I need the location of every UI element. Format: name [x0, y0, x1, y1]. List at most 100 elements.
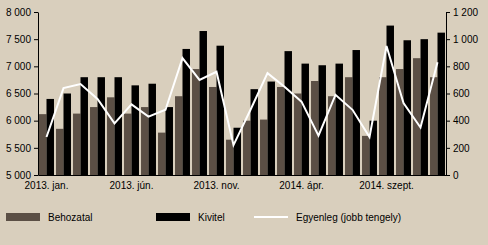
- marks: [39, 26, 445, 175]
- bar: [294, 94, 301, 176]
- legend-swatch: [6, 213, 40, 221]
- bar: [141, 107, 148, 175]
- x-axis: 2013. jan. 2013. jún. 2013. nov. 2014. ápr.…: [25, 175, 447, 191]
- bar: [438, 33, 445, 175]
- tick-mark: [34, 94, 38, 95]
- bar: [81, 77, 88, 175]
- bar: [124, 114, 131, 175]
- bar: [379, 77, 386, 175]
- bar: [98, 77, 105, 175]
- tick: 5 500: [6, 143, 38, 154]
- bar: [90, 107, 97, 175]
- axis-line: [38, 13, 39, 176]
- plot: 5 0005 5006 0006 5007 0007 5008 00002004…: [6, 7, 478, 191]
- tick-mark: [446, 121, 450, 122]
- y-axis: 5 0005 5006 0006 5007 0007 5008 000: [6, 7, 39, 181]
- tick-label: 6 500: [6, 88, 31, 99]
- tick: 200: [446, 143, 470, 154]
- bar: [132, 85, 139, 175]
- tick-mark: [34, 12, 38, 13]
- tick-label: 6 000: [6, 115, 31, 126]
- tick: 800: [446, 61, 470, 72]
- legend-item: Kivitel: [156, 212, 225, 223]
- bar: [56, 129, 63, 175]
- bar: [166, 107, 173, 175]
- tick: 2013. jan.: [25, 175, 69, 191]
- tick-label: 7 000: [6, 61, 31, 72]
- bar: [336, 64, 343, 175]
- axis-line: [39, 175, 447, 176]
- tick: 8 000: [6, 7, 38, 18]
- tick: 6 500: [6, 88, 38, 99]
- tick: 7 000: [6, 61, 38, 72]
- bar: [64, 94, 71, 176]
- tick: 1 200: [446, 7, 478, 18]
- legend-swatch: [156, 213, 190, 221]
- bar: [73, 114, 80, 175]
- tick: 7 500: [6, 34, 38, 45]
- bar: [39, 114, 46, 175]
- tick-mark: [34, 175, 38, 176]
- legend-swatch: [254, 216, 288, 218]
- bar: [277, 87, 284, 175]
- tick-label: 2013. nov.: [194, 180, 240, 191]
- tick-mark: [446, 66, 450, 67]
- bar: [285, 51, 292, 175]
- tick: 600: [446, 88, 470, 99]
- tick-label: 0: [453, 170, 459, 181]
- tick-label: 5 500: [6, 143, 31, 154]
- tick-mark: [34, 66, 38, 67]
- bar: [158, 133, 165, 175]
- bar: [217, 46, 224, 175]
- bar: [302, 64, 309, 175]
- bar-series: [39, 58, 437, 175]
- tick-label: 600: [453, 88, 470, 99]
- tick: 2013. jún.: [110, 175, 154, 191]
- bar: [107, 97, 114, 175]
- bar: [200, 31, 207, 175]
- y2-axis: 0 200 400 600 800 1 000 1 200: [446, 7, 478, 181]
- tick: 0: [446, 170, 459, 181]
- bar: [192, 69, 199, 175]
- tick: 400: [446, 115, 470, 126]
- legend-item: Behozatal: [6, 212, 92, 223]
- tick: 2013. nov.: [194, 175, 240, 191]
- tick-label: 2013. jan.: [25, 180, 69, 191]
- chart: 5 0005 5006 0006 5007 0007 5008 00002004…: [0, 0, 488, 245]
- tick: 1 000: [446, 34, 478, 45]
- bar: [47, 99, 54, 175]
- legend: Behozatal Kivitel Egyenleg (jobb tengely): [6, 212, 401, 223]
- tick-label: 2014. ápr.: [279, 180, 323, 191]
- bar: [234, 128, 241, 175]
- bar: [149, 84, 156, 175]
- tick-mark: [34, 39, 38, 40]
- bar-series: [47, 26, 445, 175]
- bar: [345, 77, 352, 175]
- tick-label: 7 500: [6, 34, 31, 45]
- tick: 2014. szept.: [359, 175, 413, 191]
- tick-label: 400: [453, 115, 470, 126]
- legend-label: Behozatal: [48, 212, 92, 223]
- tick-label: 1 000: [453, 34, 478, 45]
- bar: [209, 87, 216, 175]
- bar: [268, 82, 275, 175]
- tick-mark: [34, 121, 38, 122]
- legend-label: Kivitel: [198, 212, 225, 223]
- legend-item: Egyenleg (jobb tengely): [254, 212, 401, 223]
- tick-label: 1 200: [453, 7, 478, 18]
- bar: [362, 136, 369, 175]
- tick-mark: [34, 148, 38, 149]
- tick-label: 2014. szept.: [359, 180, 413, 191]
- line: [47, 46, 438, 145]
- bar: [115, 77, 122, 175]
- bar: [421, 39, 428, 175]
- bar: [243, 121, 250, 175]
- bar: [226, 140, 233, 175]
- tick: 2014. ápr.: [279, 175, 323, 191]
- tick-label: 2013. jún.: [110, 180, 154, 191]
- tick-mark: [446, 94, 450, 95]
- bar: [430, 77, 437, 175]
- tick-mark: [446, 12, 450, 13]
- legend-label: Egyenleg (jobb tengely): [296, 212, 401, 223]
- tick-mark: [446, 148, 450, 149]
